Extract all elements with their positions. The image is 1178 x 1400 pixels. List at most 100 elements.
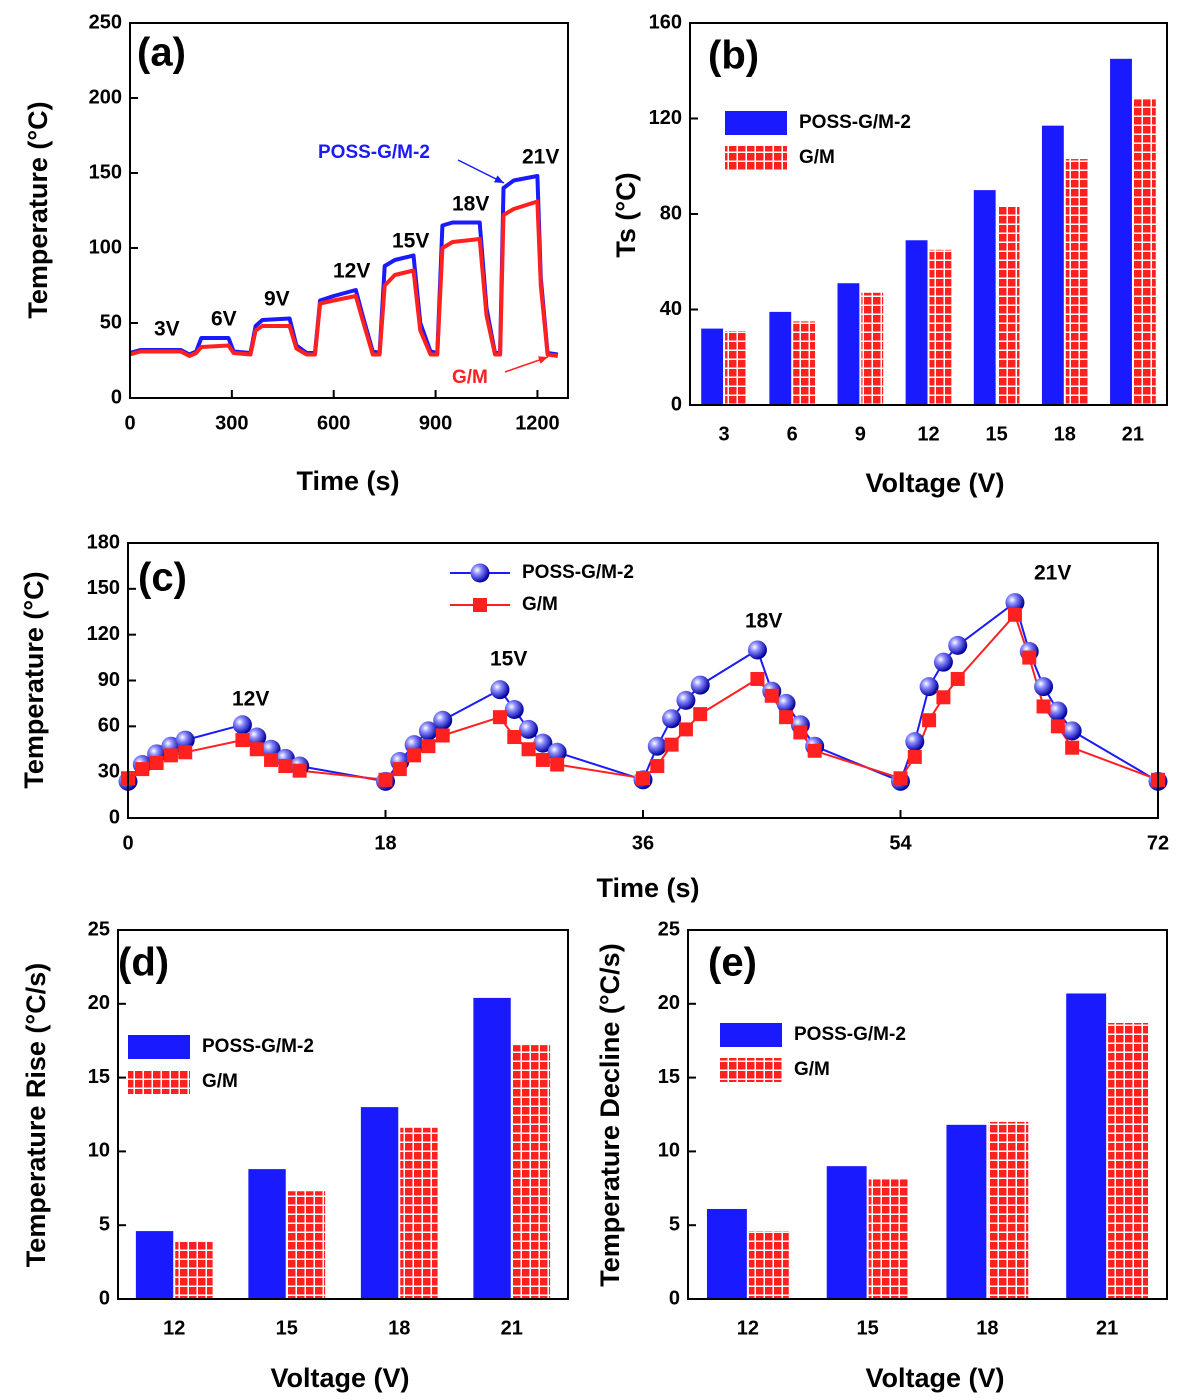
marker	[1005, 593, 1025, 613]
x-tick-label: 12	[917, 423, 939, 445]
legend-swatch	[720, 1023, 782, 1047]
plot-frame	[117, 929, 569, 1300]
bar	[360, 1107, 399, 1299]
annotation: 18V	[452, 193, 489, 216]
legend-label: POSS-G/M-2	[202, 1036, 314, 1057]
panel-label: (e)	[708, 941, 757, 985]
x-tick-label: 18	[388, 1317, 410, 1339]
x-tick-label: 6	[787, 423, 798, 445]
y-tick-label: 160	[649, 11, 682, 33]
y-tick-label: 120	[649, 107, 682, 129]
y-tick-label: 150	[87, 577, 120, 599]
marker	[1065, 740, 1080, 755]
marker	[378, 772, 393, 787]
marker	[1062, 721, 1082, 741]
x-tick-label: 300	[215, 412, 248, 434]
y-tick-label: 20	[88, 992, 110, 1014]
marker	[933, 652, 953, 672]
marker	[636, 771, 650, 786]
marker	[519, 719, 539, 739]
marker	[650, 759, 665, 774]
bar	[248, 1169, 286, 1299]
annotation: 15V	[490, 648, 527, 671]
y-tick-label: 30	[98, 760, 120, 782]
annotation: 21V	[1034, 562, 1071, 585]
marker	[936, 690, 951, 705]
marker	[676, 690, 696, 710]
annotation: 3V	[154, 318, 180, 341]
annotation: 6V	[211, 308, 237, 331]
x-axis-title: Voltage (V)	[865, 468, 1004, 498]
y-tick-label: 150	[89, 161, 122, 183]
y-tick-label: 120	[87, 623, 120, 645]
x-tick-label: 15	[986, 423, 1008, 445]
bar	[701, 328, 724, 405]
bar	[706, 1208, 747, 1299]
x-tick-label: 21	[1122, 423, 1144, 445]
y-tick-label: 0	[669, 1287, 680, 1309]
legend-marker	[470, 563, 490, 583]
y-tick-label: 90	[98, 669, 120, 691]
marker	[807, 743, 822, 758]
legend-label: G/M	[799, 147, 835, 168]
y-tick-label: 80	[660, 202, 682, 224]
annotation: 18V	[745, 610, 782, 633]
marker	[922, 713, 937, 728]
y-tick-label: 0	[99, 1287, 110, 1309]
y-tick-label: 0	[109, 806, 120, 828]
y-tick-label: 250	[89, 11, 122, 33]
marker	[178, 745, 193, 760]
arrow-head	[538, 356, 548, 364]
x-tick-label: 72	[1147, 832, 1169, 854]
bar	[1041, 125, 1064, 405]
marker	[779, 710, 794, 725]
marker	[1036, 699, 1051, 714]
y-tick-label: 25	[658, 918, 680, 940]
marker	[1022, 650, 1037, 665]
y-axis-title: Ts (°C)	[611, 172, 641, 257]
bar	[997, 206, 1020, 405]
marker	[235, 733, 250, 748]
bar	[793, 321, 816, 405]
panel-label: (c)	[138, 556, 187, 600]
x-tick-label: 1200	[515, 412, 560, 434]
marker	[907, 749, 922, 764]
bar	[725, 330, 747, 405]
x-tick-label: 0	[122, 832, 133, 854]
y-tick-label: 10	[88, 1140, 110, 1162]
marker	[747, 640, 767, 660]
plot-frame	[689, 22, 1168, 406]
marker	[919, 677, 939, 697]
legend-swatch	[720, 1058, 782, 1082]
marker	[664, 737, 679, 752]
y-tick-label: 0	[671, 393, 682, 415]
marker	[232, 715, 252, 735]
marker	[948, 635, 968, 655]
y-tick-label: 40	[660, 298, 682, 320]
bar	[748, 1231, 789, 1299]
marker	[278, 759, 293, 774]
marker	[435, 728, 450, 743]
plot-frame	[129, 22, 569, 399]
x-axis-title: Time (s)	[596, 873, 699, 903]
marker	[1050, 719, 1065, 734]
plot-frame	[127, 542, 1159, 819]
legend-label: G/M	[202, 1071, 238, 1092]
marker	[521, 742, 536, 757]
marker	[504, 700, 524, 720]
marker	[1048, 701, 1068, 721]
marker	[1007, 607, 1022, 622]
bar	[400, 1127, 438, 1299]
marker	[764, 688, 779, 703]
series-line	[129, 199, 559, 358]
bar	[988, 1121, 1029, 1299]
marker	[550, 757, 565, 772]
legend-label: G/M	[794, 1059, 830, 1080]
marker	[264, 752, 279, 767]
y-tick-label: 10	[658, 1140, 680, 1162]
annotation: 21V	[522, 146, 559, 169]
x-tick-label: 18	[374, 832, 396, 854]
annotation: 12V	[333, 260, 370, 283]
marker	[247, 727, 267, 747]
y-tick-label: 5	[669, 1213, 680, 1235]
